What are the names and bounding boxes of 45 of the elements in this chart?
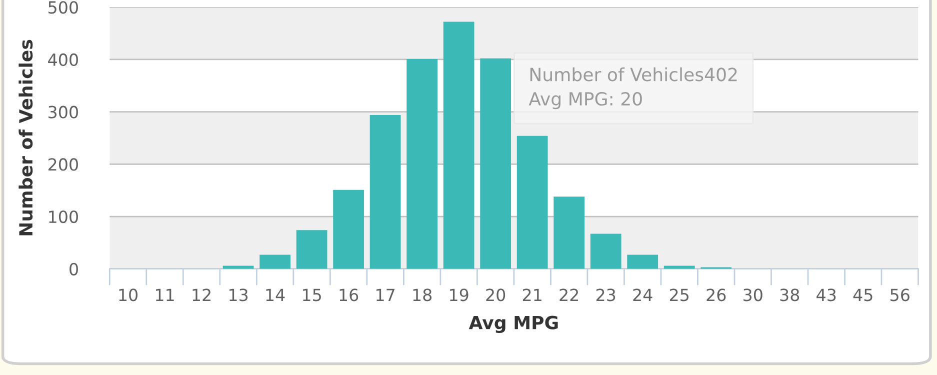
bar	[480, 58, 512, 269]
x-tick-label: 38	[780, 288, 800, 302]
x-tick-label: 11	[156, 288, 174, 301]
bar	[406, 58, 438, 269]
x-tick-label: 22	[560, 288, 578, 301]
x-tick-label: 19	[450, 288, 468, 302]
x-tick-label: 45	[853, 288, 872, 302]
x-tick-label: 13	[230, 288, 248, 302]
y-tick-label: 300	[48, 106, 78, 118]
bar	[516, 136, 548, 269]
y-tick-label: 400	[48, 53, 78, 66]
y-tick-label: 100	[49, 210, 78, 224]
x-tick-label: 56	[890, 288, 910, 302]
x-tick-label: 26	[706, 288, 726, 302]
bar	[370, 114, 401, 269]
x-tick-label: 17	[376, 288, 394, 301]
bar	[627, 254, 658, 269]
x-tick-label: 10	[119, 288, 138, 302]
bar	[222, 266, 254, 269]
bar	[296, 230, 328, 269]
x-tick-label: 16	[340, 288, 358, 302]
x-tick-label: 43	[816, 288, 836, 302]
bar	[443, 22, 474, 269]
bar	[333, 190, 364, 269]
x-tick-label: 15	[303, 288, 321, 302]
x-tick-label: 23	[596, 288, 616, 302]
bar	[664, 266, 695, 269]
x-axis-title: Avg MPG	[468, 316, 558, 334]
y-tick-label: 500	[48, 1, 78, 14]
annotation: Avg MPG: 20	[528, 92, 642, 110]
x-tick-label: 21	[522, 288, 542, 301]
annotation: Number of Vehicles402	[530, 67, 737, 82]
x-tick-label: 12	[192, 288, 210, 301]
x-tick-label: 20	[486, 288, 506, 302]
y-axis-title: Number of Vehicles	[18, 40, 33, 236]
x-tick-label: 14	[266, 288, 285, 301]
y-tick-label: 200	[48, 158, 78, 171]
x-tick-label: 25	[670, 288, 688, 302]
y-tick-label: 0	[70, 262, 78, 276]
x-tick-label: 18	[413, 288, 432, 302]
bar	[554, 196, 585, 269]
x-tick-label: 30	[744, 288, 762, 302]
bar	[260, 254, 290, 269]
bar	[590, 234, 622, 269]
x-tick-label: 24	[633, 288, 652, 301]
